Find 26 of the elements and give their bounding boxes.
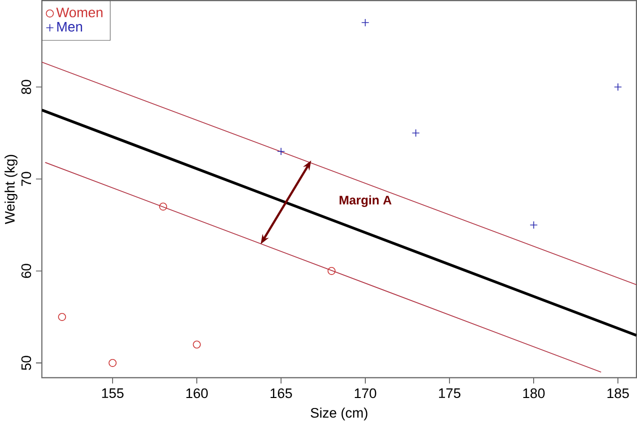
point [159,202,168,211]
y-tick-label: 60 [21,264,32,278]
y-tick-label: 50 [21,356,32,370]
x-tick-label: 175 [439,388,460,398]
point [614,83,622,92]
point [108,358,117,367]
x-tick-label: 180 [523,388,545,398]
x-tick-label: 170 [354,388,376,398]
point [58,312,66,321]
x-axis-title: Size (cm) [310,408,368,420]
point [530,220,538,229]
legend-label: Men [57,22,82,32]
x-tick-label: 165 [270,388,292,398]
point [412,129,420,137]
x-tick-label: 155 [102,388,124,398]
y-tick-label: 70 [21,172,32,186]
y-tick-label: 80 [21,80,32,94]
annotation: Margin A [340,195,392,207]
point [192,340,201,349]
x-tick-label: 160 [186,388,208,398]
point [361,18,370,27]
point [277,147,286,156]
point [328,266,336,275]
y-axis-title: Weight (kg) [4,154,18,224]
x-tick-label: 185 [608,388,629,398]
legend-label: Women [56,8,102,18]
